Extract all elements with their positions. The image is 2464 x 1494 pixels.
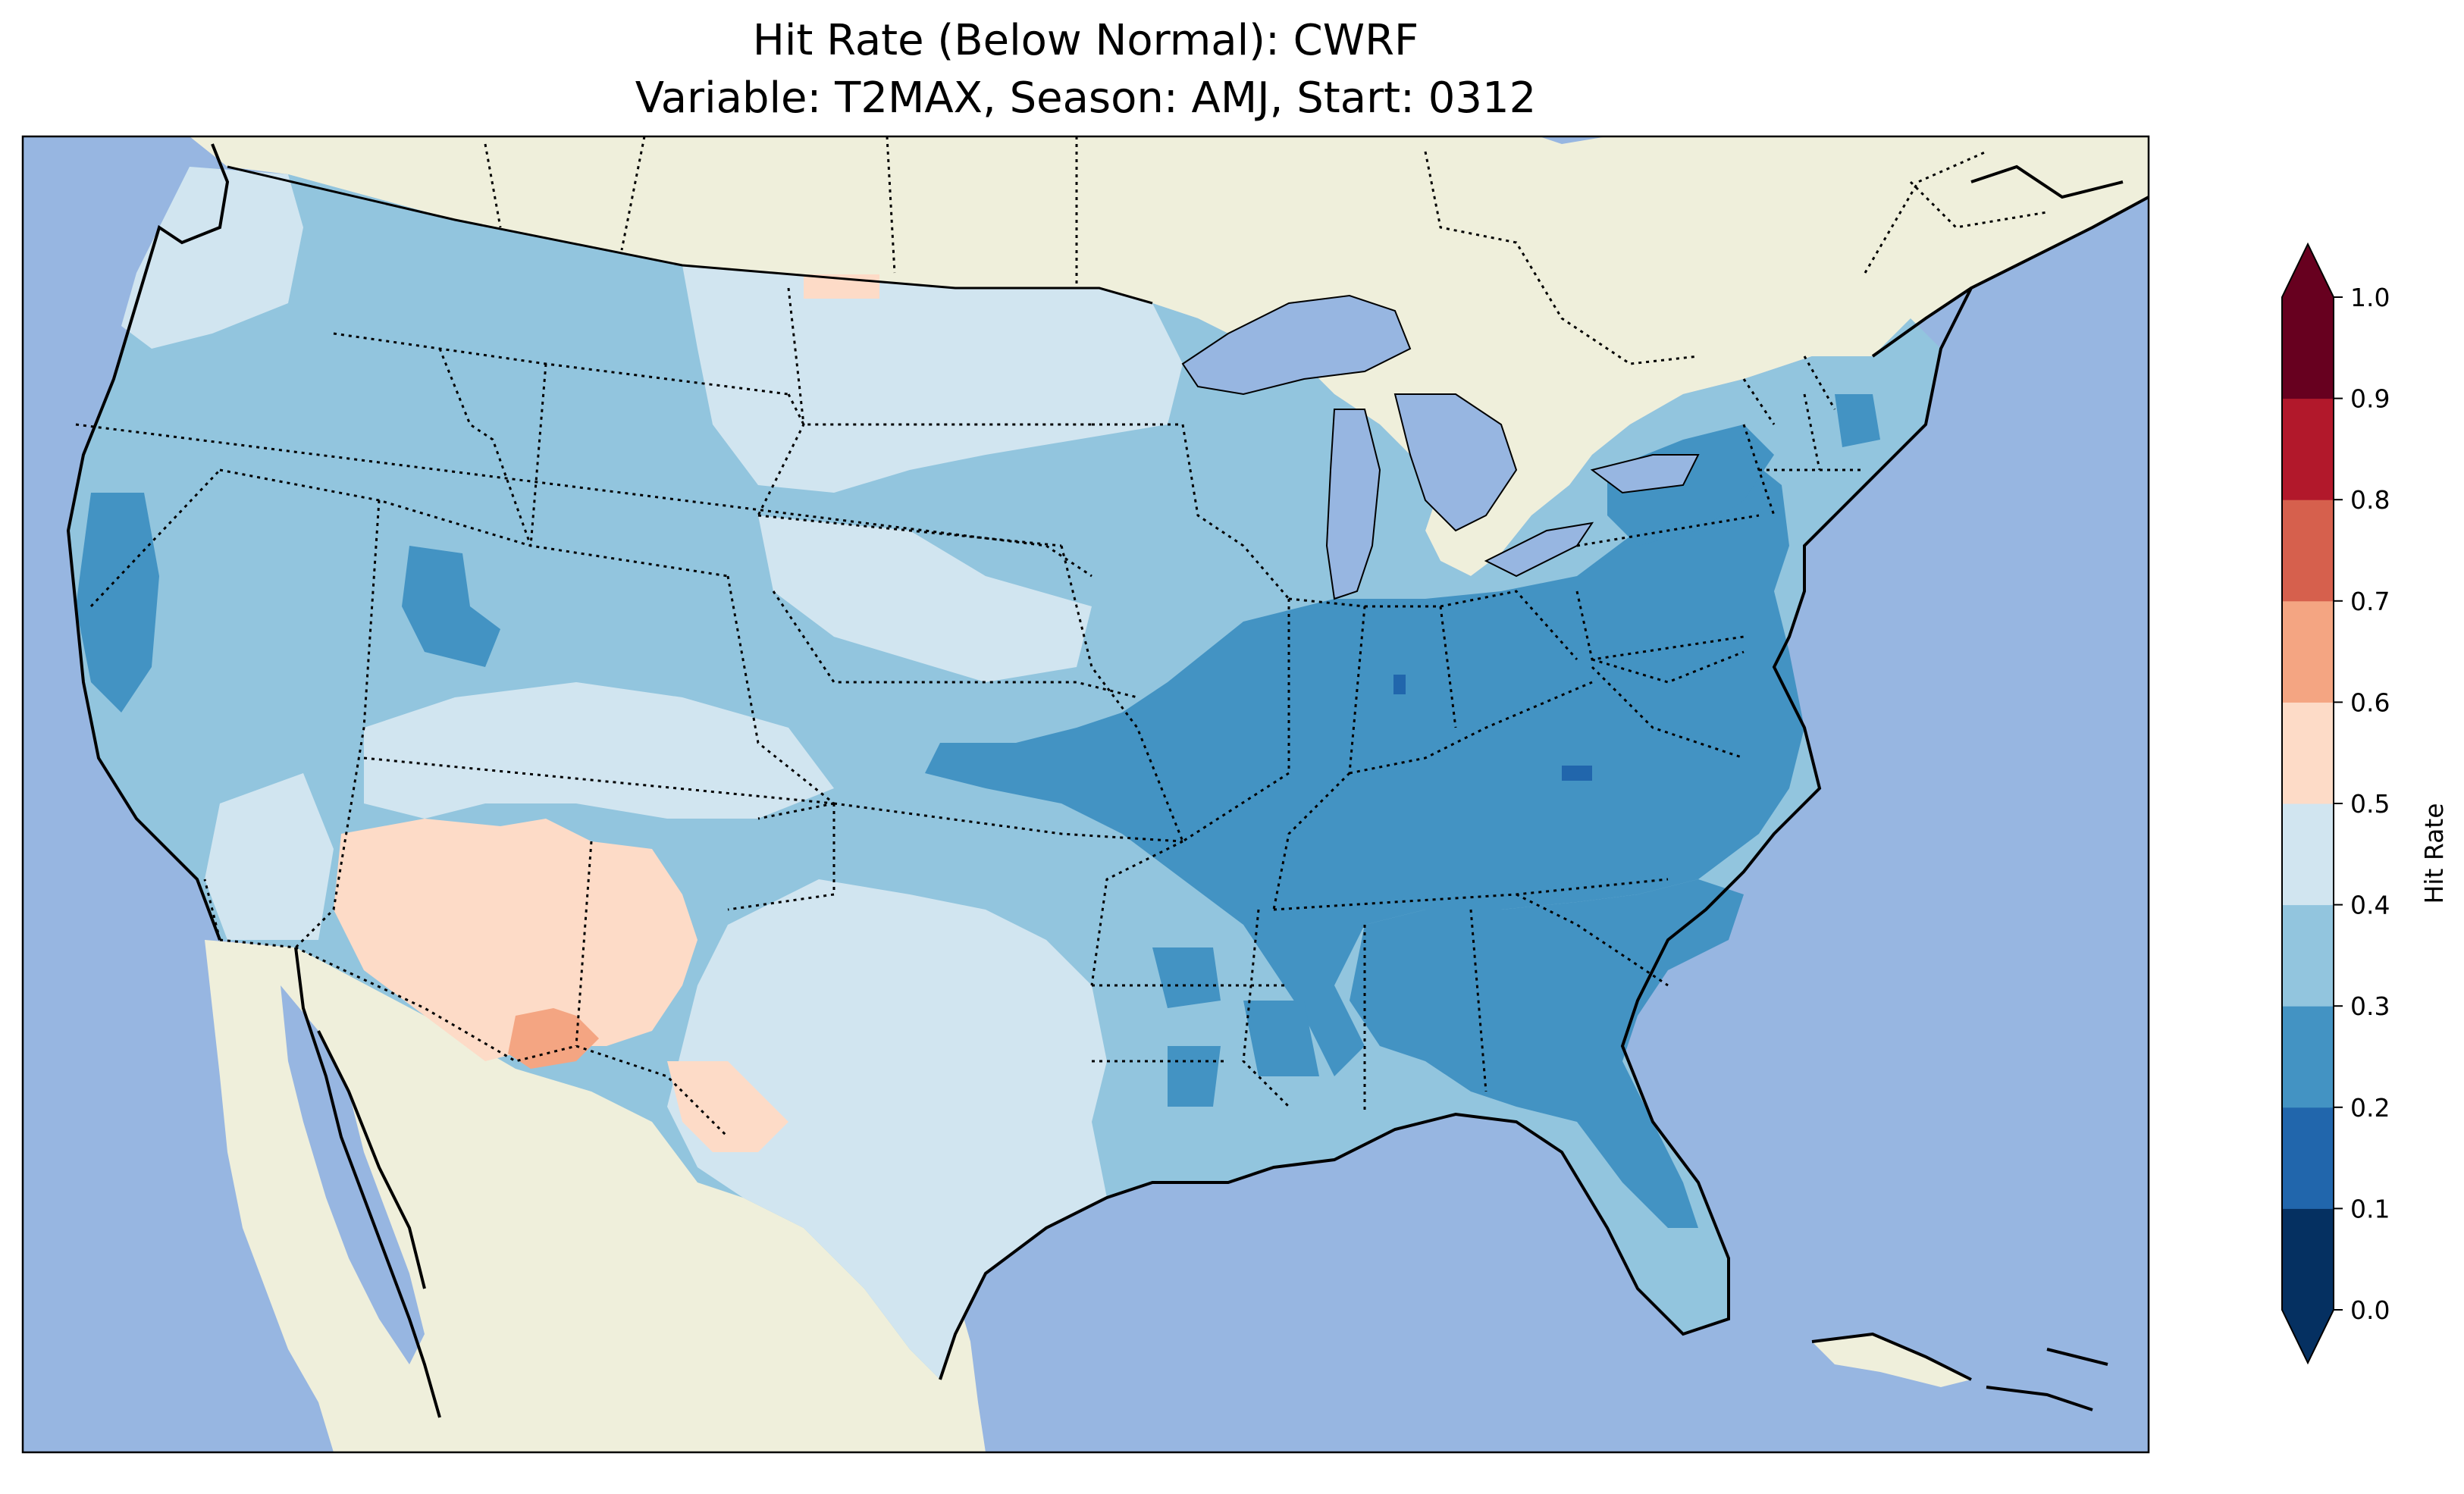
region-great-basin-light bbox=[364, 682, 834, 819]
region-pacific-northwest bbox=[121, 167, 303, 349]
gulf-of-california bbox=[281, 985, 425, 1364]
colorbar-tick-label: 0.3 bbox=[2350, 991, 2390, 1021]
colorbar-segment bbox=[2282, 702, 2334, 804]
region-california-coast bbox=[76, 493, 159, 713]
lake-michigan bbox=[1325, 409, 1381, 600]
colorbar-tick-label: 0.4 bbox=[2350, 891, 2390, 920]
colorbar-tick-label: 0.7 bbox=[2350, 587, 2390, 616]
colorbar-tick-label: 0.0 bbox=[2350, 1295, 2390, 1325]
lake-ontario bbox=[1590, 454, 1700, 494]
region-desert-southwest bbox=[334, 819, 698, 1061]
region-pennsylvania bbox=[1607, 424, 1774, 546]
colorbar-extend-max bbox=[2282, 244, 2334, 297]
region-southern-arizona bbox=[508, 1008, 599, 1069]
region-maine-spot bbox=[1835, 394, 1880, 447]
map-frame bbox=[21, 135, 2150, 1454]
colorbar-segment bbox=[2282, 1208, 2334, 1311]
colorbar: 0.0 0.1 0.2 0.3 0.4 0.5 0.6 0.7 0.8 0.9 1.0 bbox=[2281, 242, 2390, 1365]
colorbar-segment bbox=[2282, 398, 2334, 500]
region-ohio-valley bbox=[925, 455, 1804, 1076]
colorbar-tick-label: 1.0 bbox=[2350, 283, 2390, 312]
region-louisiana-spot bbox=[1243, 1001, 1319, 1076]
colorbar-segment bbox=[2282, 803, 2334, 906]
colorbar-tick-label: 0.9 bbox=[2350, 384, 2390, 414]
region-indiana-spot bbox=[1393, 675, 1406, 694]
colorbar-tick-label: 0.8 bbox=[2350, 485, 2390, 515]
region-southeast bbox=[1350, 879, 1744, 1228]
colorbar-tick-label: 0.1 bbox=[2350, 1194, 2390, 1223]
region-california-light bbox=[205, 773, 334, 940]
lake-superior bbox=[1181, 294, 1412, 396]
region-nevada-pocket bbox=[402, 546, 500, 667]
colorbar-segment bbox=[2282, 1006, 2334, 1108]
chart-title: Hit Rate (Below Normal): CWRF bbox=[753, 16, 1419, 65]
usa-hit-rate-field bbox=[68, 167, 1941, 1380]
cuba-land bbox=[1812, 1334, 1971, 1387]
region-mississippi-spot bbox=[1168, 1046, 1221, 1107]
region-northern-plains bbox=[682, 265, 1183, 493]
canada-land bbox=[190, 136, 2149, 576]
region-kentucky-spot bbox=[1562, 766, 1592, 781]
chart-subtitle: Variable: T2MAX, Season: AMJ, Start: 031… bbox=[635, 74, 1536, 123]
us-canada-border bbox=[227, 165, 1153, 305]
great-lakes bbox=[1181, 294, 1700, 600]
state-borders bbox=[75, 287, 1865, 1114]
lake-huron bbox=[1393, 393, 1518, 532]
lake-erie bbox=[1484, 521, 1594, 578]
colorbar-tick-label: 0.5 bbox=[2350, 789, 2390, 819]
colorbar-segment bbox=[2282, 1107, 2334, 1209]
colorbar-tick-label: 0.2 bbox=[2350, 1093, 2390, 1123]
region-central-plains-light bbox=[758, 515, 1092, 682]
colorbar-tick-label: 0.6 bbox=[2350, 687, 2390, 717]
colorbar-extend-min bbox=[2282, 1310, 2334, 1363]
colorbar-segment bbox=[2282, 297, 2334, 399]
colorbar-label: Hit Rate bbox=[2419, 803, 2449, 904]
colorbar-segment bbox=[2282, 500, 2334, 602]
map bbox=[21, 135, 2150, 1454]
colorbar-segment bbox=[2282, 904, 2334, 1007]
coastline bbox=[66, 143, 2149, 1418]
colorbar-segment bbox=[2282, 600, 2334, 703]
region-west-texas-warm bbox=[667, 1061, 788, 1152]
region-texas bbox=[667, 879, 1107, 1380]
region-arkansas-spot bbox=[1152, 947, 1221, 1008]
